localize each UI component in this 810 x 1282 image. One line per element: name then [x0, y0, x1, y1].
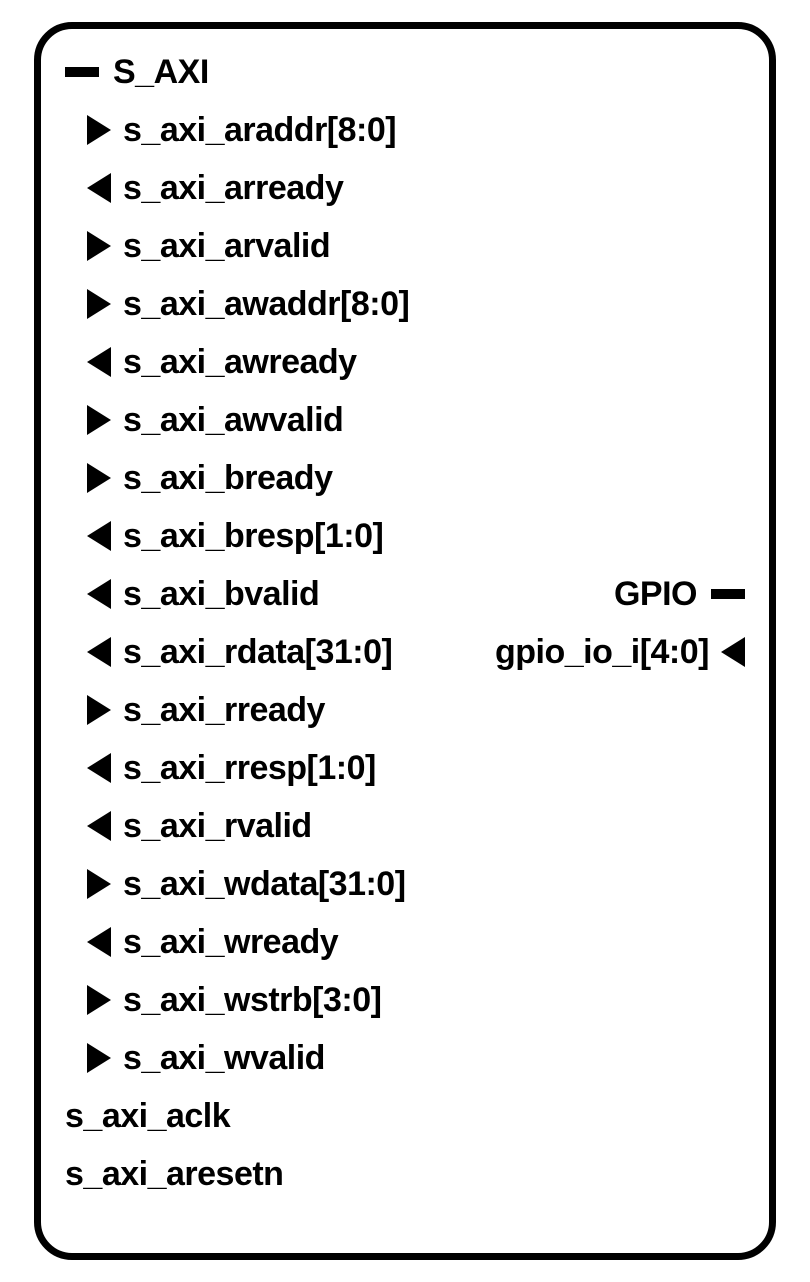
signal-label: s_axi_araddr[8:0]	[123, 111, 396, 150]
signal-row: s_axi_bvalid	[65, 565, 485, 623]
right-column: GPIO gpio_io_i[4:0]	[445, 43, 745, 681]
signal-label: s_axi_awready	[123, 343, 357, 382]
signal-label: s_axi_bresp[1:0]	[123, 517, 383, 556]
triangle-in-icon	[87, 289, 111, 319]
signal-label: s_axi_wstrb[3:0]	[123, 981, 381, 1020]
signal-row: s_axi_awready	[65, 333, 485, 391]
signal-row: s_axi_rready	[65, 681, 485, 739]
signal-label: s_axi_rready	[123, 691, 325, 730]
triangle-in-icon	[87, 1043, 111, 1073]
signal-label: s_axi_awvalid	[123, 401, 343, 440]
signal-row: s_axi_wvalid	[65, 1029, 485, 1087]
signal-label: s_axi_rvalid	[123, 807, 312, 846]
triangle-in-icon	[87, 869, 111, 899]
triangle-in-icon	[87, 463, 111, 493]
triangle-in-icon	[87, 115, 111, 145]
signal-label: s_axi_wdata[31:0]	[123, 865, 406, 904]
bus-bar-icon	[65, 67, 99, 77]
bus-bar-icon	[711, 589, 745, 599]
signal-row: s_axi_rresp[1:0]	[65, 739, 485, 797]
signal-row: s_axi_wstrb[3:0]	[65, 971, 485, 1029]
triangle-out-icon	[87, 927, 111, 957]
signal-label: s_axi_awaddr[8:0]	[123, 285, 409, 324]
signal-label: gpio_io_i[4:0]	[495, 633, 709, 672]
signal-row: s_axi_bready	[65, 449, 485, 507]
left-bus-header: S_AXI	[65, 43, 485, 101]
triangle-out-icon	[87, 173, 111, 203]
ip-block: S_AXI s_axi_araddr[8:0] s_axi_arready s_…	[34, 22, 776, 1260]
triangle-out-icon	[87, 521, 111, 551]
signal-label: s_axi_bvalid	[123, 575, 319, 614]
triangle-in-icon	[87, 405, 111, 435]
right-bus-header: GPIO	[445, 565, 745, 623]
triangle-out-icon	[87, 347, 111, 377]
signal-row: s_axi_wdata[31:0]	[65, 855, 485, 913]
triangle-out-icon	[87, 579, 111, 609]
triangle-out-icon	[87, 637, 111, 667]
extra-port-label: s_axi_aresetn	[65, 1155, 283, 1194]
left-bus-name: S_AXI	[113, 53, 209, 92]
right-bus-name: GPIO	[614, 575, 697, 614]
signal-label: s_axi_bready	[123, 459, 333, 498]
triangle-out-icon	[721, 637, 745, 667]
signal-row: s_axi_arready	[65, 159, 485, 217]
signal-row: s_axi_araddr[8:0]	[65, 101, 485, 159]
triangle-in-icon	[87, 985, 111, 1015]
signal-row: gpio_io_i[4:0]	[445, 623, 745, 681]
signal-row: s_axi_wready	[65, 913, 485, 971]
signal-row: s_axi_rdata[31:0]	[65, 623, 485, 681]
signal-label: s_axi_wvalid	[123, 1039, 325, 1078]
signal-label: s_axi_rresp[1:0]	[123, 749, 376, 788]
triangle-out-icon	[87, 753, 111, 783]
signal-label: s_axi_arready	[123, 169, 343, 208]
triangle-in-icon	[87, 695, 111, 725]
signal-row: s_axi_awvalid	[65, 391, 485, 449]
signal-row: s_axi_bresp[1:0]	[65, 507, 485, 565]
extra-port-row: s_axi_aclk	[65, 1087, 485, 1145]
triangle-in-icon	[87, 231, 111, 261]
signal-row: s_axi_awaddr[8:0]	[65, 275, 485, 333]
signal-label: s_axi_rdata[31:0]	[123, 633, 392, 672]
extra-port-label: s_axi_aclk	[65, 1097, 230, 1136]
signal-row: s_axi_rvalid	[65, 797, 485, 855]
signal-label: s_axi_arvalid	[123, 227, 330, 266]
triangle-out-icon	[87, 811, 111, 841]
signal-row: s_axi_arvalid	[65, 217, 485, 275]
extra-port-row: s_axi_aresetn	[65, 1145, 485, 1203]
signal-label: s_axi_wready	[123, 923, 338, 962]
left-column: S_AXI s_axi_araddr[8:0] s_axi_arready s_…	[65, 43, 485, 1203]
